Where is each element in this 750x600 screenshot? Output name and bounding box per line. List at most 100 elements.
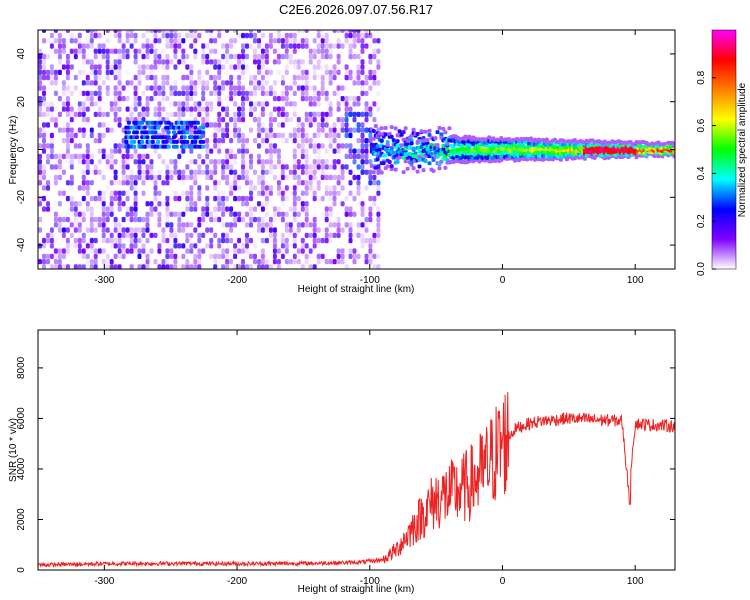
heatmap-cell <box>205 185 210 191</box>
heatmap-cell <box>165 80 170 86</box>
heatmap-cell <box>336 232 341 238</box>
heatmap-cell <box>336 148 341 154</box>
heatmap-cell <box>376 106 381 112</box>
heatmap-cell <box>225 69 230 75</box>
heatmap-cell <box>253 185 257 191</box>
heatmap-cell <box>344 132 349 139</box>
heatmap-cell <box>89 90 94 96</box>
heatmap-cell <box>181 169 186 175</box>
heatmap-cell <box>213 232 218 238</box>
heatmap-cell <box>113 64 118 70</box>
heatmap-cell <box>213 169 218 175</box>
heatmap-cell <box>328 132 333 139</box>
heatmap-cell <box>105 30 110 33</box>
heatmap-cell <box>57 69 62 75</box>
heatmap-cell <box>49 253 54 259</box>
heatmap-cell <box>344 38 349 44</box>
heatmap-cell <box>360 90 365 96</box>
heatmap-cell <box>42 111 46 117</box>
heatmap-cell <box>260 111 265 117</box>
heatmap-cell <box>276 206 281 212</box>
heatmap-cell <box>161 237 166 244</box>
heatmap-cell <box>42 38 46 44</box>
heatmap-cell <box>217 201 222 207</box>
heatmap-cell <box>233 195 238 202</box>
heatmap-cell <box>340 122 345 128</box>
heatmap-cell <box>105 127 110 133</box>
heatmap-cell <box>292 90 297 96</box>
heatmap-cell <box>376 180 381 186</box>
heatmap-cell <box>109 148 114 154</box>
heatmap-cell <box>276 48 281 54</box>
heatmap-cell <box>304 243 309 249</box>
heatmap-cell <box>149 248 154 254</box>
heatmap-cell <box>153 232 158 238</box>
heatmap-cell <box>241 243 245 249</box>
heatmap-cell <box>268 216 273 223</box>
heatmap-cell <box>217 143 222 149</box>
heatmap-cell <box>272 59 277 65</box>
heatmap-cell <box>165 43 170 49</box>
heatmap-cell <box>272 232 277 238</box>
heatmap-cell <box>125 227 130 233</box>
heatmap-cell <box>348 32 353 39</box>
heatmap-cell <box>435 130 440 135</box>
heatmap-cell <box>245 174 249 181</box>
heatmap-cell <box>69 185 74 191</box>
heatmap-cell <box>264 69 269 75</box>
heatmap-cell <box>300 138 305 144</box>
heatmap-cell <box>364 237 369 244</box>
heatmap-cell <box>421 168 426 173</box>
heatmap-cell <box>46 259 50 265</box>
heatmap-cell <box>344 69 349 75</box>
heatmap-cell <box>81 48 86 54</box>
heatmap-cell <box>360 143 365 149</box>
heatmap-cell <box>324 132 329 139</box>
heatmap-cell <box>61 106 66 112</box>
heatmap-cell <box>133 59 138 65</box>
heatmap-cell <box>140 120 145 125</box>
heatmap-cell <box>77 216 82 223</box>
heatmap-cell <box>320 237 325 244</box>
heatmap-cell <box>304 153 309 160</box>
heatmap-cell <box>336 30 341 33</box>
heatmap-cell <box>336 85 341 91</box>
heatmap-cell <box>229 248 234 254</box>
heatmap-cell <box>173 169 178 175</box>
heatmap-cell <box>85 264 90 269</box>
heatmap-cell <box>161 264 166 269</box>
heatmap-cell <box>225 206 230 212</box>
heatmap-cell <box>126 120 131 125</box>
heatmap-cell <box>105 259 110 265</box>
heatmap-cell <box>85 59 90 65</box>
heatmap-cell <box>65 248 70 254</box>
heatmap-cell <box>253 117 257 123</box>
heatmap-cell <box>221 43 226 49</box>
heatmap-cell <box>113 237 118 244</box>
heatmap-cell <box>372 195 377 202</box>
heatmap-cell <box>97 159 102 165</box>
heatmap-cell <box>447 126 452 131</box>
heatmap-cell <box>272 80 277 86</box>
heatmap-cell <box>53 253 58 259</box>
heatmap-cell <box>288 53 293 60</box>
heatmap-cell <box>328 174 333 181</box>
heatmap-cell <box>145 153 150 160</box>
heatmap-cell <box>181 227 186 233</box>
heatmap-cell <box>221 106 226 112</box>
heatmap-cell <box>166 130 171 135</box>
heatmap-cell <box>417 157 422 162</box>
heatmap-cell <box>161 159 166 165</box>
heatmap-cell <box>292 106 297 112</box>
heatmap-cell <box>425 138 430 143</box>
heatmap-cell <box>201 174 206 181</box>
heatmap-cell <box>360 111 365 117</box>
heatmap-cell <box>332 222 337 228</box>
heatmap-cell <box>38 64 42 70</box>
heatmap-cell <box>276 53 281 60</box>
heatmap-cell <box>272 237 277 244</box>
heatmap-cell <box>169 43 174 49</box>
heatmap-cell <box>221 253 226 259</box>
heatmap-cell <box>177 111 182 117</box>
heatmap-cell <box>65 195 70 202</box>
